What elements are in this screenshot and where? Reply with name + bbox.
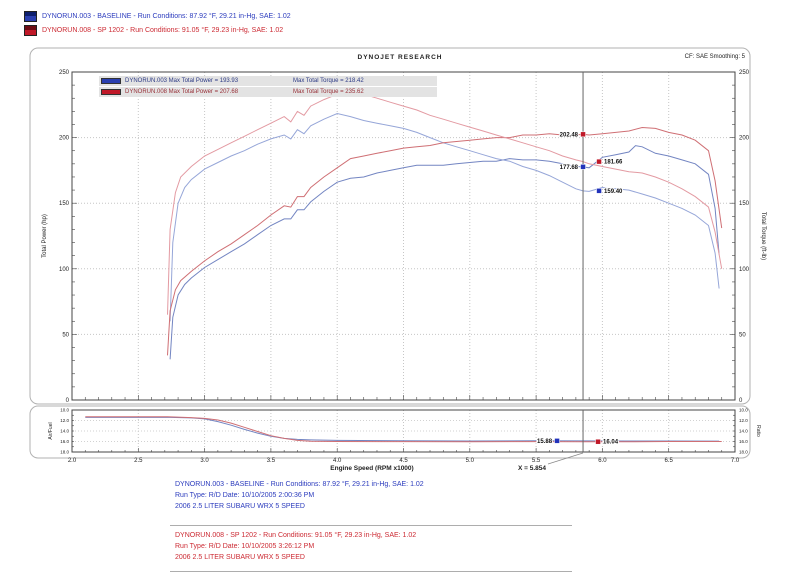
svg-text:177.68: 177.68 [560, 165, 579, 171]
run2-trace-chip-icon [101, 89, 121, 95]
svg-text:14.0: 14.0 [739, 429, 748, 434]
run1-conditions-label: DYNORUN.003 - BASELINE - Run Conditions:… [42, 12, 291, 20]
svg-text:10.0: 10.0 [60, 408, 69, 413]
run2-color-chip-icon [24, 24, 37, 36]
svg-text:6.0: 6.0 [598, 458, 607, 464]
svg-text:4.0: 4.0 [333, 458, 342, 464]
run2-details-block: DYNORUN.008 - SP 1202 - Run Conditions: … [175, 530, 416, 563]
run1-details-line3: 2006 2.5 LITER SUBARU WRX 5 SPEED [175, 503, 305, 510]
run1-max-power-label: DYNORUN.003 Max Total Power = 193.93 [125, 78, 239, 84]
max-values-legend: DYNORUN.003 Max Total Power = 193.93 Max… [99, 76, 437, 98]
svg-text:50: 50 [62, 332, 69, 338]
run1-max-torque-label: Max Total Torque = 218.42 [293, 78, 364, 84]
svg-text:18.0: 18.0 [60, 450, 69, 455]
svg-text:0: 0 [66, 398, 70, 404]
max-values-row-run2: DYNORUN.008 Max Total Power = 207.68 Max… [99, 87, 437, 97]
svg-text:2.0: 2.0 [68, 458, 77, 464]
svg-text:202.48: 202.48 [560, 132, 579, 138]
svg-text:50: 50 [739, 332, 746, 338]
run1-color-chip-icon [24, 10, 37, 22]
svg-text:15.88: 15.88 [537, 439, 553, 445]
svg-text:5.0: 5.0 [466, 458, 475, 464]
run2-max-power-label: DYNORUN.008 Max Total Power = 207.68 [125, 89, 239, 95]
svg-text:159.40: 159.40 [604, 189, 623, 195]
svg-text:10.0: 10.0 [739, 408, 748, 413]
svg-text:181.66: 181.66 [604, 160, 623, 166]
svg-text:150: 150 [739, 201, 750, 207]
run1-details-line2: Run Type: R/D Date: 10/10/2005 2:00:36 P… [175, 492, 315, 499]
run-legend: DYNORUN.003 - BASELINE - Run Conditions:… [24, 9, 291, 37]
svg-text:16.04: 16.04 [603, 440, 619, 446]
svg-text:18.0: 18.0 [739, 450, 748, 455]
run-legend-row-sp1202: DYNORUN.008 - SP 1202 - Run Conditions: … [24, 23, 291, 37]
correction-smoothing-label: CF: SAE Smoothing: 5 [684, 54, 745, 60]
run2-max-torque-label: Max Total Torque = 235.62 [293, 89, 364, 95]
svg-text:200: 200 [739, 136, 750, 142]
svg-text:Ratio: Ratio [755, 425, 761, 437]
svg-text:12.0: 12.0 [60, 418, 69, 423]
svg-text:150: 150 [59, 201, 70, 207]
max-values-row-run1: DYNORUN.003 Max Total Power = 193.93 Max… [99, 76, 437, 86]
svg-text:Engine Speed (RPM x1000): Engine Speed (RPM x1000) [330, 465, 413, 472]
svg-text:0: 0 [739, 398, 743, 404]
svg-text:16.0: 16.0 [60, 439, 69, 444]
footer-divider-bottom [170, 571, 572, 572]
svg-text:X = 5.854: X = 5.854 [518, 465, 546, 472]
svg-text:16.0: 16.0 [739, 439, 748, 444]
svg-text:250: 250 [739, 70, 750, 76]
svg-text:3.5: 3.5 [267, 458, 276, 464]
run1-details-block: DYNORUN.003 - BASELINE - Run Conditions:… [175, 479, 424, 512]
svg-text:250: 250 [59, 70, 70, 76]
footer-divider [170, 525, 572, 526]
chart-title: DYNOJET RESEARCH [357, 54, 443, 61]
run2-details-line2: Run Type: R/D Date: 10/10/2005 3:26:12 P… [175, 543, 315, 550]
svg-text:3.0: 3.0 [200, 458, 209, 464]
run1-details-line1: DYNORUN.003 - BASELINE - Run Conditions:… [175, 481, 424, 488]
svg-text:6.5: 6.5 [665, 458, 674, 464]
svg-text:Total Power (hp): Total Power (hp) [42, 214, 48, 258]
svg-text:7.0: 7.0 [731, 458, 740, 464]
svg-text:100: 100 [59, 267, 70, 273]
svg-text:12.0: 12.0 [739, 418, 748, 423]
svg-text:Total Torque (ft-lb): Total Torque (ft-lb) [760, 212, 766, 260]
run-legend-row-baseline: DYNORUN.003 - BASELINE - Run Conditions:… [24, 9, 291, 23]
svg-text:14.0: 14.0 [60, 429, 69, 434]
run2-details-line3: 2006 2.5 LITER SUBARU WRX 5 SPEED [175, 554, 305, 561]
svg-text:100: 100 [739, 267, 750, 273]
svg-text:5.5: 5.5 [532, 458, 541, 464]
run1-trace-chip-icon [101, 78, 121, 84]
svg-text:Air/Fuel: Air/Fuel [48, 422, 54, 439]
svg-text:2.5: 2.5 [134, 458, 143, 464]
run2-conditions-label: DYNORUN.008 - SP 1202 - Run Conditions: … [42, 26, 284, 34]
svg-text:200: 200 [59, 136, 70, 142]
svg-text:4.5: 4.5 [399, 458, 408, 464]
run2-details-line1: DYNORUN.008 - SP 1202 - Run Conditions: … [175, 532, 417, 539]
